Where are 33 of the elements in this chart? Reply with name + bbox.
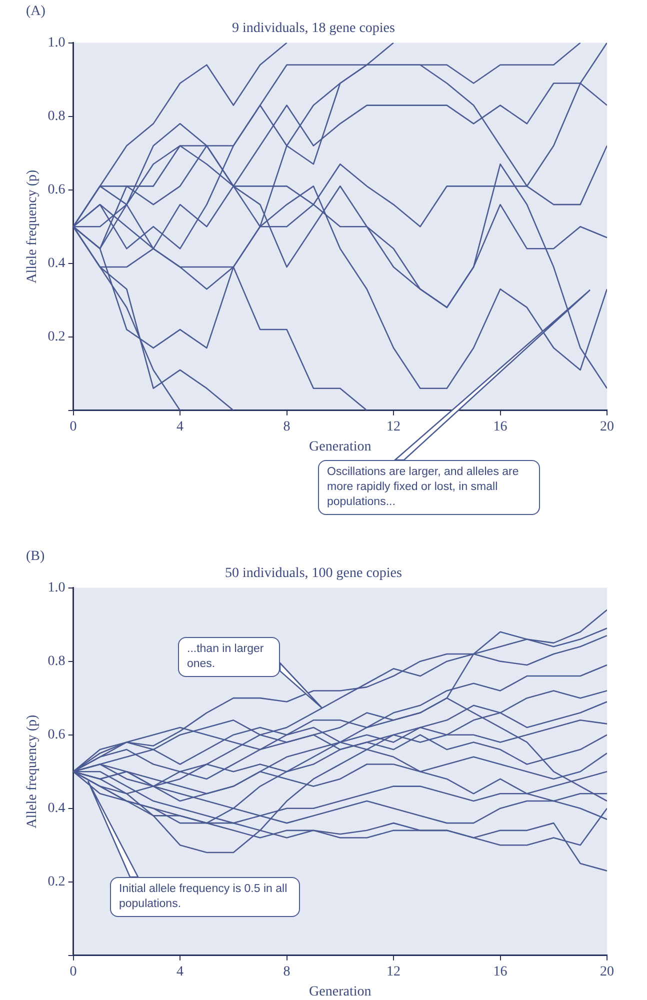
annotation: Initial allele frequency is 0.5 in all populations.	[110, 877, 300, 917]
x-axis-title: Generation	[309, 439, 372, 454]
x-tick-label: 16	[493, 419, 508, 434]
y-tick-label: 1.0	[48, 35, 66, 50]
text: Oscillations are larger, and alleles are more rapidly fixed or lost, in small populations...	[318, 460, 540, 515]
y-tick-label: 0.8	[48, 108, 66, 124]
y-axis-title: Allele frequency (p)	[25, 170, 40, 284]
x-tick-label: 20	[600, 419, 614, 434]
y-tick-label: 0.8	[48, 654, 66, 669]
y-tick-label: 0.4	[48, 256, 66, 272]
chart-title: 9 individuals, 18 gene copies	[232, 21, 395, 36]
y-tick-label: 0.6	[48, 182, 66, 198]
x-tick-label: 4	[176, 964, 184, 980]
x-tick-label: 8	[283, 419, 290, 434]
text: (B)	[26, 549, 45, 565]
x-tick-label: 12	[386, 964, 401, 980]
chart-title: 50 individuals, 100 gene copies	[225, 566, 402, 582]
x-tick-label: 12	[386, 419, 401, 434]
y-axis-title: Allele frequency (p)	[25, 714, 40, 828]
y-tick-label: 0.2	[48, 874, 66, 890]
annotation: ...than in larger ones.	[178, 637, 280, 677]
y-tick-label: 1.0	[48, 580, 66, 596]
y-tick-label: 0.2	[48, 330, 66, 345]
x-axis-title: Generation	[309, 984, 372, 1000]
x-tick-label: 20	[600, 964, 614, 980]
x-tick-label: 4	[176, 419, 184, 434]
y-tick-label: 0.6	[48, 728, 66, 743]
y-tick-label: 0.4	[48, 801, 66, 816]
x-tick-label: 16	[493, 964, 508, 980]
x-tick-label: 0	[70, 419, 77, 434]
text: (A)	[26, 4, 46, 20]
x-tick-label: 8	[283, 964, 290, 980]
x-tick-label: 0	[70, 964, 77, 980]
